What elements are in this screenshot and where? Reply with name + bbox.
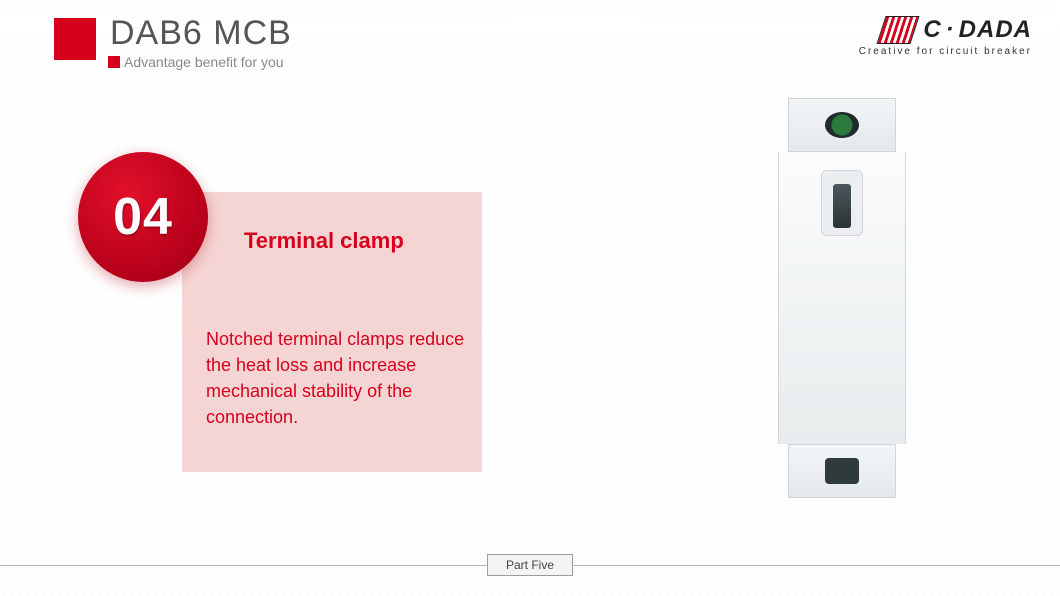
header-accent-square (54, 18, 96, 60)
logo-wordmark: C·DADA (923, 16, 1032, 44)
feature-number-badge: 04 (78, 152, 208, 282)
feature-body: Notched terminal clamps reduce the heat … (206, 326, 466, 430)
logo-brand-right: DADA (959, 16, 1032, 43)
product-image (778, 98, 906, 498)
product-body (778, 152, 906, 444)
logo-brand-left: C (923, 16, 941, 43)
logo-stripe-icon (877, 16, 920, 44)
logo-tagline: Creative for circuit breaker (859, 46, 1032, 57)
product-top-terminal (788, 98, 896, 152)
page-title: DAB6 MCB (110, 14, 292, 53)
feature-title: Terminal clamp (244, 228, 404, 254)
page-subtitle: Advantage benefit for you (124, 54, 284, 70)
footer-part-label: Part Five (487, 554, 573, 576)
brand-logo: C·DADA Creative for circuit breaker (859, 16, 1032, 57)
feature-number: 04 (113, 187, 173, 247)
product-bottom-terminal (788, 444, 896, 498)
subtitle-accent-square (108, 56, 120, 68)
